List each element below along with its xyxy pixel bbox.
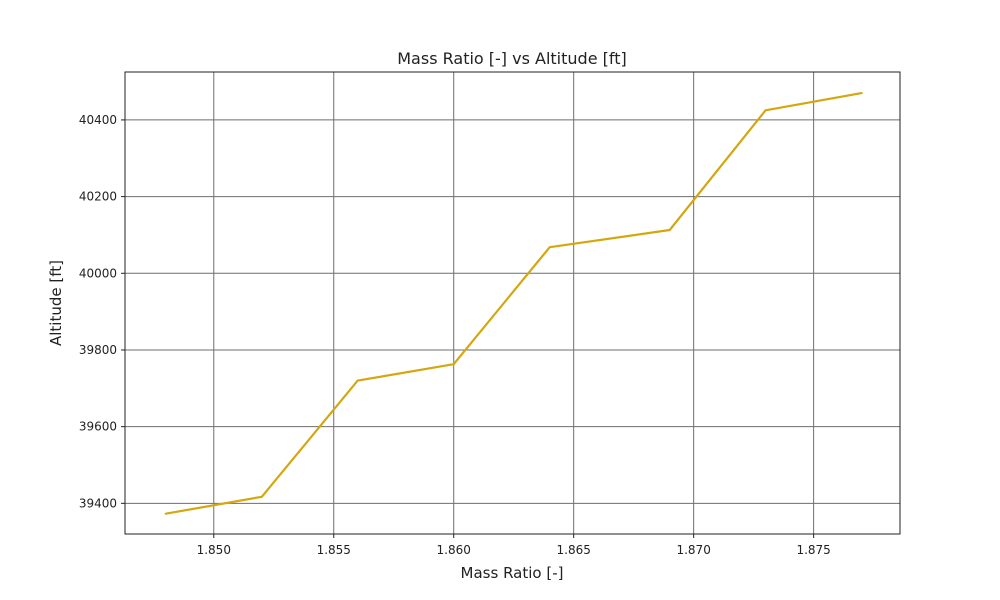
y-tick-label: 39400 (79, 496, 117, 510)
x-axis-ticks: 1.850 1.855 1.860 1.865 1.870 1.875 (197, 534, 831, 557)
series-line (164, 91, 863, 515)
x-tick-label: 1.850 (197, 543, 231, 557)
chart-title: Mass Ratio [-] vs Altitude [ft] (397, 49, 626, 68)
plot-frame (124, 71, 901, 535)
y-tick-label: 40200 (79, 190, 117, 204)
y-tick-label: 39600 (79, 420, 117, 434)
x-tick-label: 1.855 (317, 543, 351, 557)
y-tick-label: 40000 (79, 266, 117, 280)
x-tick-label: 1.865 (557, 543, 591, 557)
y-tick-label: 39800 (79, 343, 117, 357)
y-tick-label: 40400 (79, 113, 117, 127)
grid-lines (125, 72, 900, 534)
x-tick-label: 1.870 (676, 543, 710, 557)
x-tick-label: 1.860 (437, 543, 471, 557)
series-layer (164, 91, 863, 515)
y-axis-ticks: 39400 39600 39800 40000 40200 40400 (79, 113, 125, 510)
x-axis-label: Mass Ratio [-] (461, 564, 564, 582)
x-tick-label: 1.875 (796, 543, 830, 557)
y-axis-label: Altitude [ft] (47, 260, 65, 346)
